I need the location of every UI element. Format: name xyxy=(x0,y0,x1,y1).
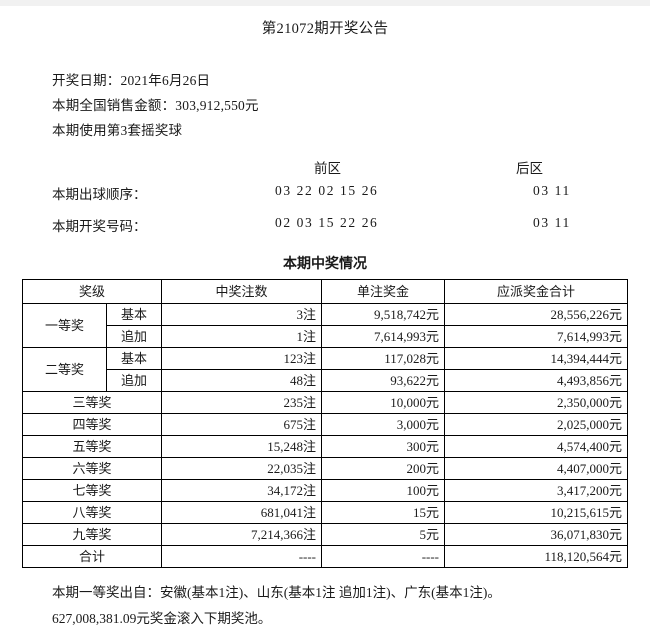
ball-order-label: 本期出球顺序： xyxy=(52,187,147,202)
cell-winning-count: 123注 xyxy=(161,347,323,370)
cell-grade: 七等奖 xyxy=(21,479,163,502)
cell-winning-count: 3注 xyxy=(161,303,323,326)
winning-numbers-label: 本期开奖号码： xyxy=(52,219,147,234)
prize-table-body: 一等奖 基本 3注 9,518,742元 28,556,226元 追加 1注 7,614,99… xyxy=(21,303,629,568)
cell-grade: 五等奖 xyxy=(21,435,163,458)
cell-grade: 三等奖 xyxy=(21,391,163,414)
cell-single-prize: 3,000元 xyxy=(321,413,446,436)
cell-single-prize: 15元 xyxy=(321,501,446,524)
lottery-announcement-document: 第21072期开奖公告 开奖日期：2021年6月26日 本期全国销售金额：303… xyxy=(0,17,650,632)
header-single: 单注奖金 xyxy=(321,279,446,304)
cell-grade: 四等奖 xyxy=(21,413,163,436)
table-row: 追加 48注 93,622元 4,493,856元 xyxy=(23,369,629,392)
header-total: 应派奖金合计 xyxy=(444,279,629,304)
cell-total-prize: 28,556,226元 xyxy=(444,303,629,326)
table-row: 合计 ---- ---- 118,120,564元 xyxy=(21,545,629,568)
cell-winning-count: ---- xyxy=(161,545,323,568)
winning-numbers-row: 本期开奖号码： 02 03 15 22 26 03 11 xyxy=(22,215,628,243)
header-grade: 奖级 xyxy=(21,279,163,304)
winning-back-numbers: 03 11 xyxy=(533,215,571,230)
cell-grade: 八等奖 xyxy=(21,501,163,524)
cell-winning-count: 7,214,366注 xyxy=(161,523,323,546)
table-row: 四等奖 675注 3,000元 2,025,000元 xyxy=(21,413,629,436)
cell-winning-count: 681,041注 xyxy=(161,501,323,524)
footer-notes: 本期一等奖出自：安徽(基本1注)、山东(基本1注 追加1注)、广东(基本1注)。… xyxy=(22,580,628,632)
draw-meta-block: 开奖日期：2021年6月26日 本期全国销售金额：303,912,550元 本期… xyxy=(22,68,628,143)
rollover-pool-note: 627,008,381.09元奖金滚入下期奖池。 xyxy=(52,611,272,626)
cell-winning-count: 15,248注 xyxy=(161,435,323,458)
cell-grade: 六等奖 xyxy=(21,457,163,480)
cell-total-prize: 2,025,000元 xyxy=(444,413,629,436)
page-title: 第21072期开奖公告 xyxy=(261,21,389,37)
table-row: 八等奖 681,041注 15元 10,215,615元 xyxy=(21,501,629,524)
cell-winning-count: 235注 xyxy=(161,391,323,414)
cell-single-prize: ---- xyxy=(321,545,446,568)
cell-total-prize: 2,350,000元 xyxy=(444,391,629,414)
cell-single-prize: 10,000元 xyxy=(321,391,446,414)
back-zone-label: 后区 xyxy=(516,161,543,176)
table-row: 九等奖 7,214,366注 5元 36,071,830元 xyxy=(21,523,629,546)
cell-winning-count: 675注 xyxy=(161,413,323,436)
cell-total-prize: 7,614,993元 xyxy=(444,325,629,348)
table-row: 七等奖 34,172注 100元 3,417,200元 xyxy=(21,479,629,502)
cell-total-prize: 3,417,200元 xyxy=(444,479,629,502)
ball-order-back-numbers: 03 11 xyxy=(533,183,571,198)
cell-grade-subtype: 基本 xyxy=(105,303,163,326)
cell-single-prize: 200元 xyxy=(321,457,446,480)
cell-total-prize: 10,215,615元 xyxy=(444,501,629,524)
prize-table-caption: 本期中奖情况 xyxy=(283,257,367,272)
cell-winning-count: 22,035注 xyxy=(161,457,323,480)
cell-total-prize: 4,574,400元 xyxy=(444,435,629,458)
zone-header-row: 前区 后区 xyxy=(22,157,628,179)
cell-single-prize: 300元 xyxy=(321,435,446,458)
winning-front-numbers: 02 03 15 22 26 xyxy=(275,215,379,230)
table-row: 追加 1注 7,614,993元 7,614,993元 xyxy=(23,325,629,348)
cell-total-prize: 4,407,000元 xyxy=(444,457,629,480)
cell-total-prize: 36,071,830元 xyxy=(444,523,629,546)
cell-grade: 一等奖 xyxy=(22,303,107,348)
cell-single-prize: 93,622元 xyxy=(321,369,446,392)
cell-winning-count: 48注 xyxy=(161,369,323,392)
table-row: 六等奖 22,035注 200元 4,407,000元 xyxy=(21,457,629,480)
cell-grade-subtype: 基本 xyxy=(105,347,163,370)
draw-date-line: 开奖日期：2021年6月26日 xyxy=(52,73,211,88)
cell-total-prize: 14,394,444元 xyxy=(444,347,629,370)
top-gray-strip xyxy=(0,0,650,6)
cell-grade: 合计 xyxy=(21,545,163,568)
cell-single-prize: 100元 xyxy=(321,479,446,502)
ball-order-row: 本期出球顺序： 03 22 02 15 26 03 11 xyxy=(22,183,628,211)
cell-grade: 九等奖 xyxy=(21,523,163,546)
cell-winning-count: 34,172注 xyxy=(161,479,323,502)
prize-table-header-row: 奖级 中奖注数 单注奖金 应派奖金合计 xyxy=(21,279,629,304)
header-count: 中奖注数 xyxy=(161,279,323,304)
cell-single-prize: 5元 xyxy=(321,523,446,546)
ball-order-front-numbers: 03 22 02 15 26 xyxy=(275,183,379,198)
table-row: 三等奖 235注 10,000元 2,350,000元 xyxy=(21,391,629,414)
cell-winning-count: 1注 xyxy=(161,325,323,348)
table-row: 一等奖 基本 3注 9,518,742元 28,556,226元 xyxy=(22,303,629,348)
cell-total-prize: 118,120,564元 xyxy=(444,545,629,568)
cell-grade: 二等奖 xyxy=(22,347,107,392)
cell-single-prize: 117,028元 xyxy=(321,347,446,370)
ball-set-line: 本期使用第3套摇奖球 xyxy=(52,123,183,138)
cell-total-prize: 4,493,856元 xyxy=(444,369,629,392)
cell-single-prize: 9,518,742元 xyxy=(321,303,446,326)
table-row: 二等奖 基本 123注 117,028元 14,394,444元 xyxy=(22,347,629,392)
prize-table-head: 奖级 中奖注数 单注奖金 应派奖金合计 xyxy=(21,279,629,304)
prize-breakdown-table: 奖级 中奖注数 单注奖金 应派奖金合计 一等奖 基本 3注 9,518,742元 28,… xyxy=(21,279,629,568)
cell-single-prize: 7,614,993元 xyxy=(321,325,446,348)
table-row: 五等奖 15,248注 300元 4,574,400元 xyxy=(21,435,629,458)
cell-grade-subtype: 追加 xyxy=(105,369,163,392)
national-sales-line: 本期全国销售金额：303,912,550元 xyxy=(52,98,259,113)
cell-grade-subtype: 追加 xyxy=(105,325,163,348)
front-zone-label: 前区 xyxy=(314,161,341,176)
